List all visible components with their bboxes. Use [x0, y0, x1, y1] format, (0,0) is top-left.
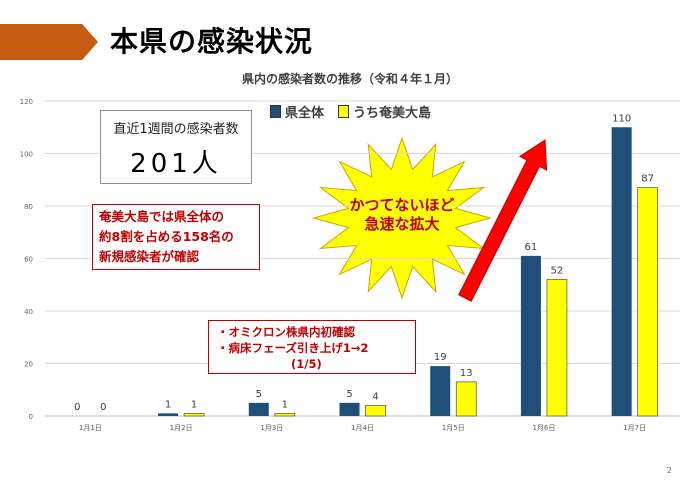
burst-text-line2: 急速な拡大	[364, 215, 440, 233]
legend-label-prefecture: 県全体	[285, 106, 325, 121]
bar-prefecture	[248, 402, 269, 416]
y-tick-label: 0	[29, 413, 33, 421]
bar-amami	[455, 381, 477, 417]
amami-note-line3: 新規感染者が確認	[99, 249, 200, 264]
legend-swatch-prefecture	[270, 105, 281, 118]
weekly-cases-label: 直近1週間の感染者数	[113, 122, 239, 137]
rising-arrow-icon	[458, 139, 548, 302]
y-tick-label: 60	[24, 256, 33, 264]
y-tick-label: 20	[24, 361, 33, 369]
page-number: 2	[666, 466, 672, 475]
data-label-amami: 52	[551, 266, 564, 277]
x-tick-label: 1月6日	[532, 424, 555, 432]
data-label-prefecture: 5	[256, 389, 262, 400]
bar-prefecture	[430, 366, 451, 416]
event-note-line3: (1/5)	[291, 357, 322, 371]
event-note-line1: ・オミクロン株県内初確認	[217, 325, 355, 339]
legend-swatch-amami	[338, 105, 350, 118]
bar-prefecture	[158, 413, 179, 416]
legend-label-amami: うち奄美大島	[353, 106, 432, 121]
x-tick-label: 1月7日	[623, 424, 646, 432]
bar-amami	[274, 413, 296, 417]
bar-amami	[637, 187, 658, 417]
burst-shape	[311, 136, 493, 300]
data-label-prefecture: 110	[612, 113, 631, 124]
x-tick-label: 1月4日	[351, 424, 374, 432]
amami-note: 奄美大島では県全体の 約8割を占める158名の 新規感染者が確認	[92, 204, 260, 270]
bar-prefecture	[611, 127, 632, 416]
event-note: ・オミクロン株県内初確認 ・病床フェーズ引き上げ1→2 (1/5)	[208, 320, 416, 374]
page-title: 本県の感染状況	[110, 25, 314, 58]
data-label-prefecture: 5	[346, 389, 352, 400]
y-tick-label: 120	[20, 98, 33, 106]
x-tick-label: 1月1日	[79, 424, 102, 432]
header-arrow-icon	[0, 24, 98, 60]
event-note-line2: ・病床フェーズ引き上げ1→2	[217, 341, 369, 355]
data-label-prefecture: 1	[165, 399, 171, 410]
data-label-amami: 87	[641, 174, 654, 185]
chart-legend: 県全体 うち奄美大島	[270, 102, 431, 121]
weekly-cases-value: 201人	[130, 149, 222, 179]
y-tick-label: 40	[24, 308, 33, 316]
bar-prefecture	[520, 255, 541, 416]
y-tick-label: 100	[20, 151, 33, 159]
x-tick-label: 1月3日	[260, 424, 283, 432]
bar-prefecture	[339, 402, 360, 416]
data-label-prefecture: 61	[525, 242, 538, 253]
data-label-amami: 0	[100, 402, 106, 413]
amami-note-line2: 約8割を占める158名の	[99, 229, 234, 244]
burst-text: かつてないほど 急速な拡大	[332, 196, 472, 234]
data-label-prefecture: 19	[434, 352, 447, 363]
bar-amami	[183, 413, 205, 417]
data-label-amami: 1	[191, 399, 197, 410]
y-tick-label: 80	[24, 203, 33, 211]
legend-item-amami: うち奄美大島	[338, 102, 431, 121]
amami-note-line1: 奄美大島では県全体の	[99, 209, 225, 224]
x-tick-label: 1月2日	[170, 424, 193, 432]
bar-amami	[365, 405, 386, 417]
data-label-amami: 1	[282, 399, 288, 410]
bar-amami	[546, 279, 568, 417]
data-label-prefecture: 0	[74, 402, 80, 413]
legend-item-prefecture: 県全体	[270, 102, 324, 121]
data-label-amami: 4	[372, 392, 378, 403]
weekly-cases-box: 直近1週間の感染者数 201人	[100, 110, 252, 184]
data-label-amami: 13	[460, 368, 473, 379]
burst-text-line1: かつてないほど	[349, 196, 455, 214]
chart-title: 県内の感染者数の推移（令和４年１月）	[241, 72, 458, 86]
x-tick-label: 1月5日	[442, 424, 465, 432]
